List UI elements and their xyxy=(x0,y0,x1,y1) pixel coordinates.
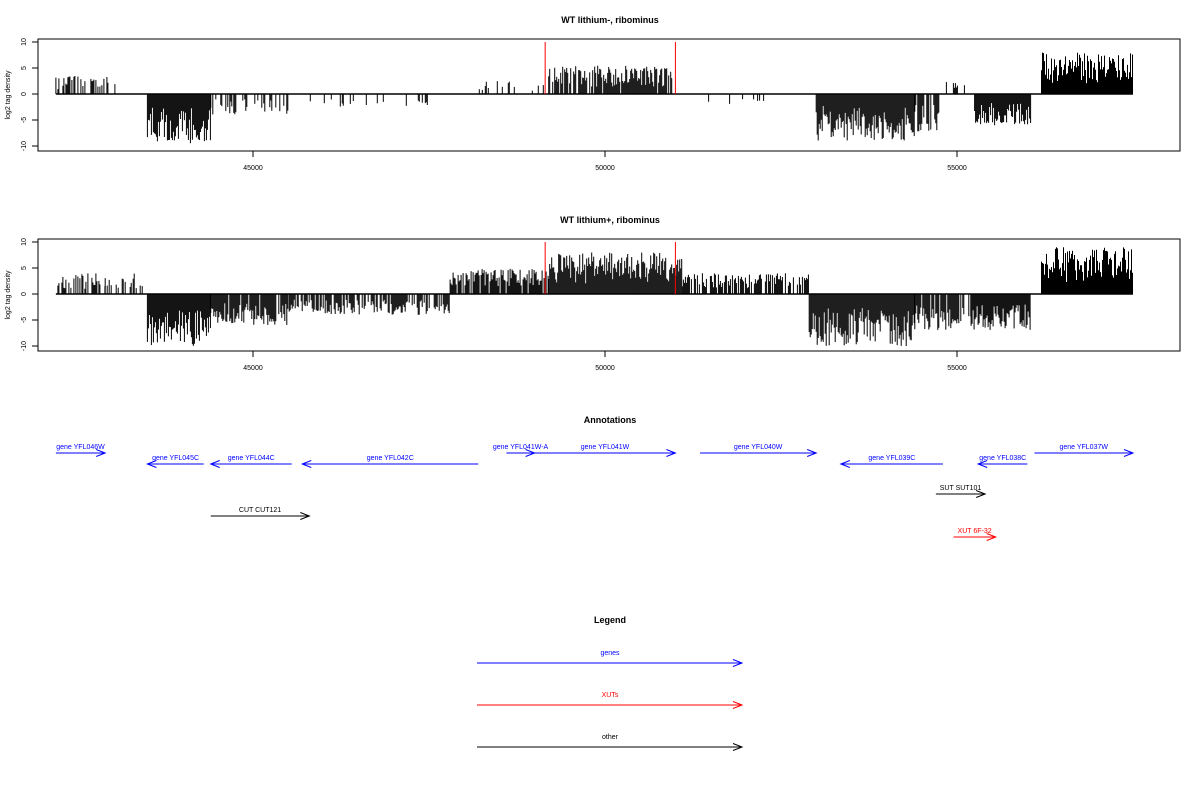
y-tick-label: 5 xyxy=(21,266,28,270)
annotation-label: gene YFL041W xyxy=(581,444,630,451)
annotation-feature: SUT SUT101 xyxy=(935,485,987,498)
annotation-label: CUT CUT121 xyxy=(239,507,281,514)
annotation-feature: gene YFL039C xyxy=(839,455,943,468)
annotation-feature: gene YFL045C xyxy=(146,455,204,468)
annotation-arrow-head xyxy=(975,490,987,498)
y-tick-label: 10 xyxy=(21,238,28,246)
annotation-feature: gene YFL040W xyxy=(700,444,818,457)
legend-title: Legend xyxy=(594,615,626,625)
x-axis: 45000 50000 55000 xyxy=(243,151,967,172)
annotation-arrow-head xyxy=(146,460,157,468)
plot-frame xyxy=(37,38,1181,152)
annotation-label: gene YFL045C xyxy=(152,455,199,462)
y-tick-label: 10 xyxy=(21,38,28,46)
legend: Legend genes XUTs other xyxy=(477,615,744,751)
x-tick-label: 55000 xyxy=(947,365,967,372)
x-axis: 45000 50000 55000 xyxy=(243,351,967,372)
annotation-label: gene YFL042C xyxy=(367,455,414,462)
annotation-feature: gene YFL038C xyxy=(976,455,1028,468)
annotation-feature: gene YFL042C xyxy=(300,455,479,468)
y-axis-label: log2 tag density xyxy=(5,70,12,120)
y-tick-label: 5 xyxy=(21,66,28,70)
legend-entry: other xyxy=(477,734,744,751)
legend-entry: XUTs xyxy=(477,692,744,709)
y-axis: 10 5 0 -5 -10 xyxy=(21,238,38,351)
y-tick-label: 0 xyxy=(21,292,28,296)
legend-arrow-head xyxy=(732,743,744,751)
annotation-label: gene YFL039C xyxy=(868,455,915,462)
annotation-list: gene YFL046W gene YFL045C gene YFL044C gene… xyxy=(55,444,1135,541)
annotation-label: gene YFL044C xyxy=(228,455,275,462)
legend-label: XUTs xyxy=(602,692,619,699)
annotation-feature: gene YFL041W-A xyxy=(493,444,549,457)
annotation-label: gene YFL040W xyxy=(734,444,783,451)
annotation-arrow-head xyxy=(95,449,107,457)
x-tick-label: 45000 xyxy=(243,365,263,372)
y-tick-label: -10 xyxy=(21,141,28,151)
annotation-label: XUT 6F-32 xyxy=(958,528,992,535)
annotation-label: gene YFL046W xyxy=(56,444,105,451)
annotation-label: gene YFL037W xyxy=(1059,444,1108,451)
legend-arrow-head xyxy=(732,659,744,667)
plot-frame xyxy=(37,238,1181,352)
x-tick-label: 45000 xyxy=(243,165,263,172)
annotation-feature: gene YFL041W xyxy=(534,444,677,457)
annotation-arrow-head xyxy=(839,460,851,468)
x-tick-label: 55000 xyxy=(947,165,967,172)
y-axis-label: log2 tag density xyxy=(5,270,12,320)
legend-arrow-head xyxy=(732,701,744,709)
annotation-arrow-head xyxy=(986,533,998,541)
y-axis: 10 5 0 -5 -10 xyxy=(21,38,38,151)
annotation-label: gene YFL041W-A xyxy=(493,444,549,451)
annotation-arrow-head xyxy=(209,460,220,468)
legend-entry: genes xyxy=(477,650,744,667)
annotation-label: SUT SUT101 xyxy=(940,485,982,492)
annotation-arrow-head xyxy=(666,449,677,457)
annotation-label: gene YFL038C xyxy=(979,455,1026,462)
annotation-arrow-head xyxy=(300,512,311,520)
annotations-title: Annotations xyxy=(584,415,637,425)
annotation-feature: gene YFL046W xyxy=(55,444,107,457)
legend-label: other xyxy=(602,734,619,741)
x-tick-label: 50000 xyxy=(595,165,615,172)
y-tick-label: 0 xyxy=(21,92,28,96)
y-tick-label: -5 xyxy=(21,317,28,323)
x-tick-label: 50000 xyxy=(595,365,615,372)
annotation-arrow-head xyxy=(807,449,818,457)
legend-entries: genes XUTs other xyxy=(477,650,744,751)
panel-title: WT lithium-, ribominus xyxy=(561,15,659,25)
track-panel-lithium-plus: WT lithium+, ribominus log2 tag density … xyxy=(5,215,1181,372)
annotation-feature: XUT 6F-32 xyxy=(953,528,998,541)
annotation-feature: CUT CUT121 xyxy=(210,507,311,520)
annotation-arrow-head xyxy=(1123,449,1135,457)
annotation-arrow-head xyxy=(976,460,988,468)
density-bars xyxy=(55,42,1133,144)
annotation-feature: gene YFL044C xyxy=(209,455,292,468)
y-tick-label: -5 xyxy=(21,117,28,123)
legend-label: genes xyxy=(600,650,620,657)
y-tick-label: -10 xyxy=(21,341,28,351)
track-panel-lithium-minus: WT lithium-, ribominus log2 tag density … xyxy=(5,15,1181,172)
density-bars xyxy=(55,242,1133,346)
annotation-feature: gene YFL037W xyxy=(1034,444,1135,457)
panel-title: WT lithium+, ribominus xyxy=(560,215,660,225)
annotation-arrow-head xyxy=(300,460,312,468)
